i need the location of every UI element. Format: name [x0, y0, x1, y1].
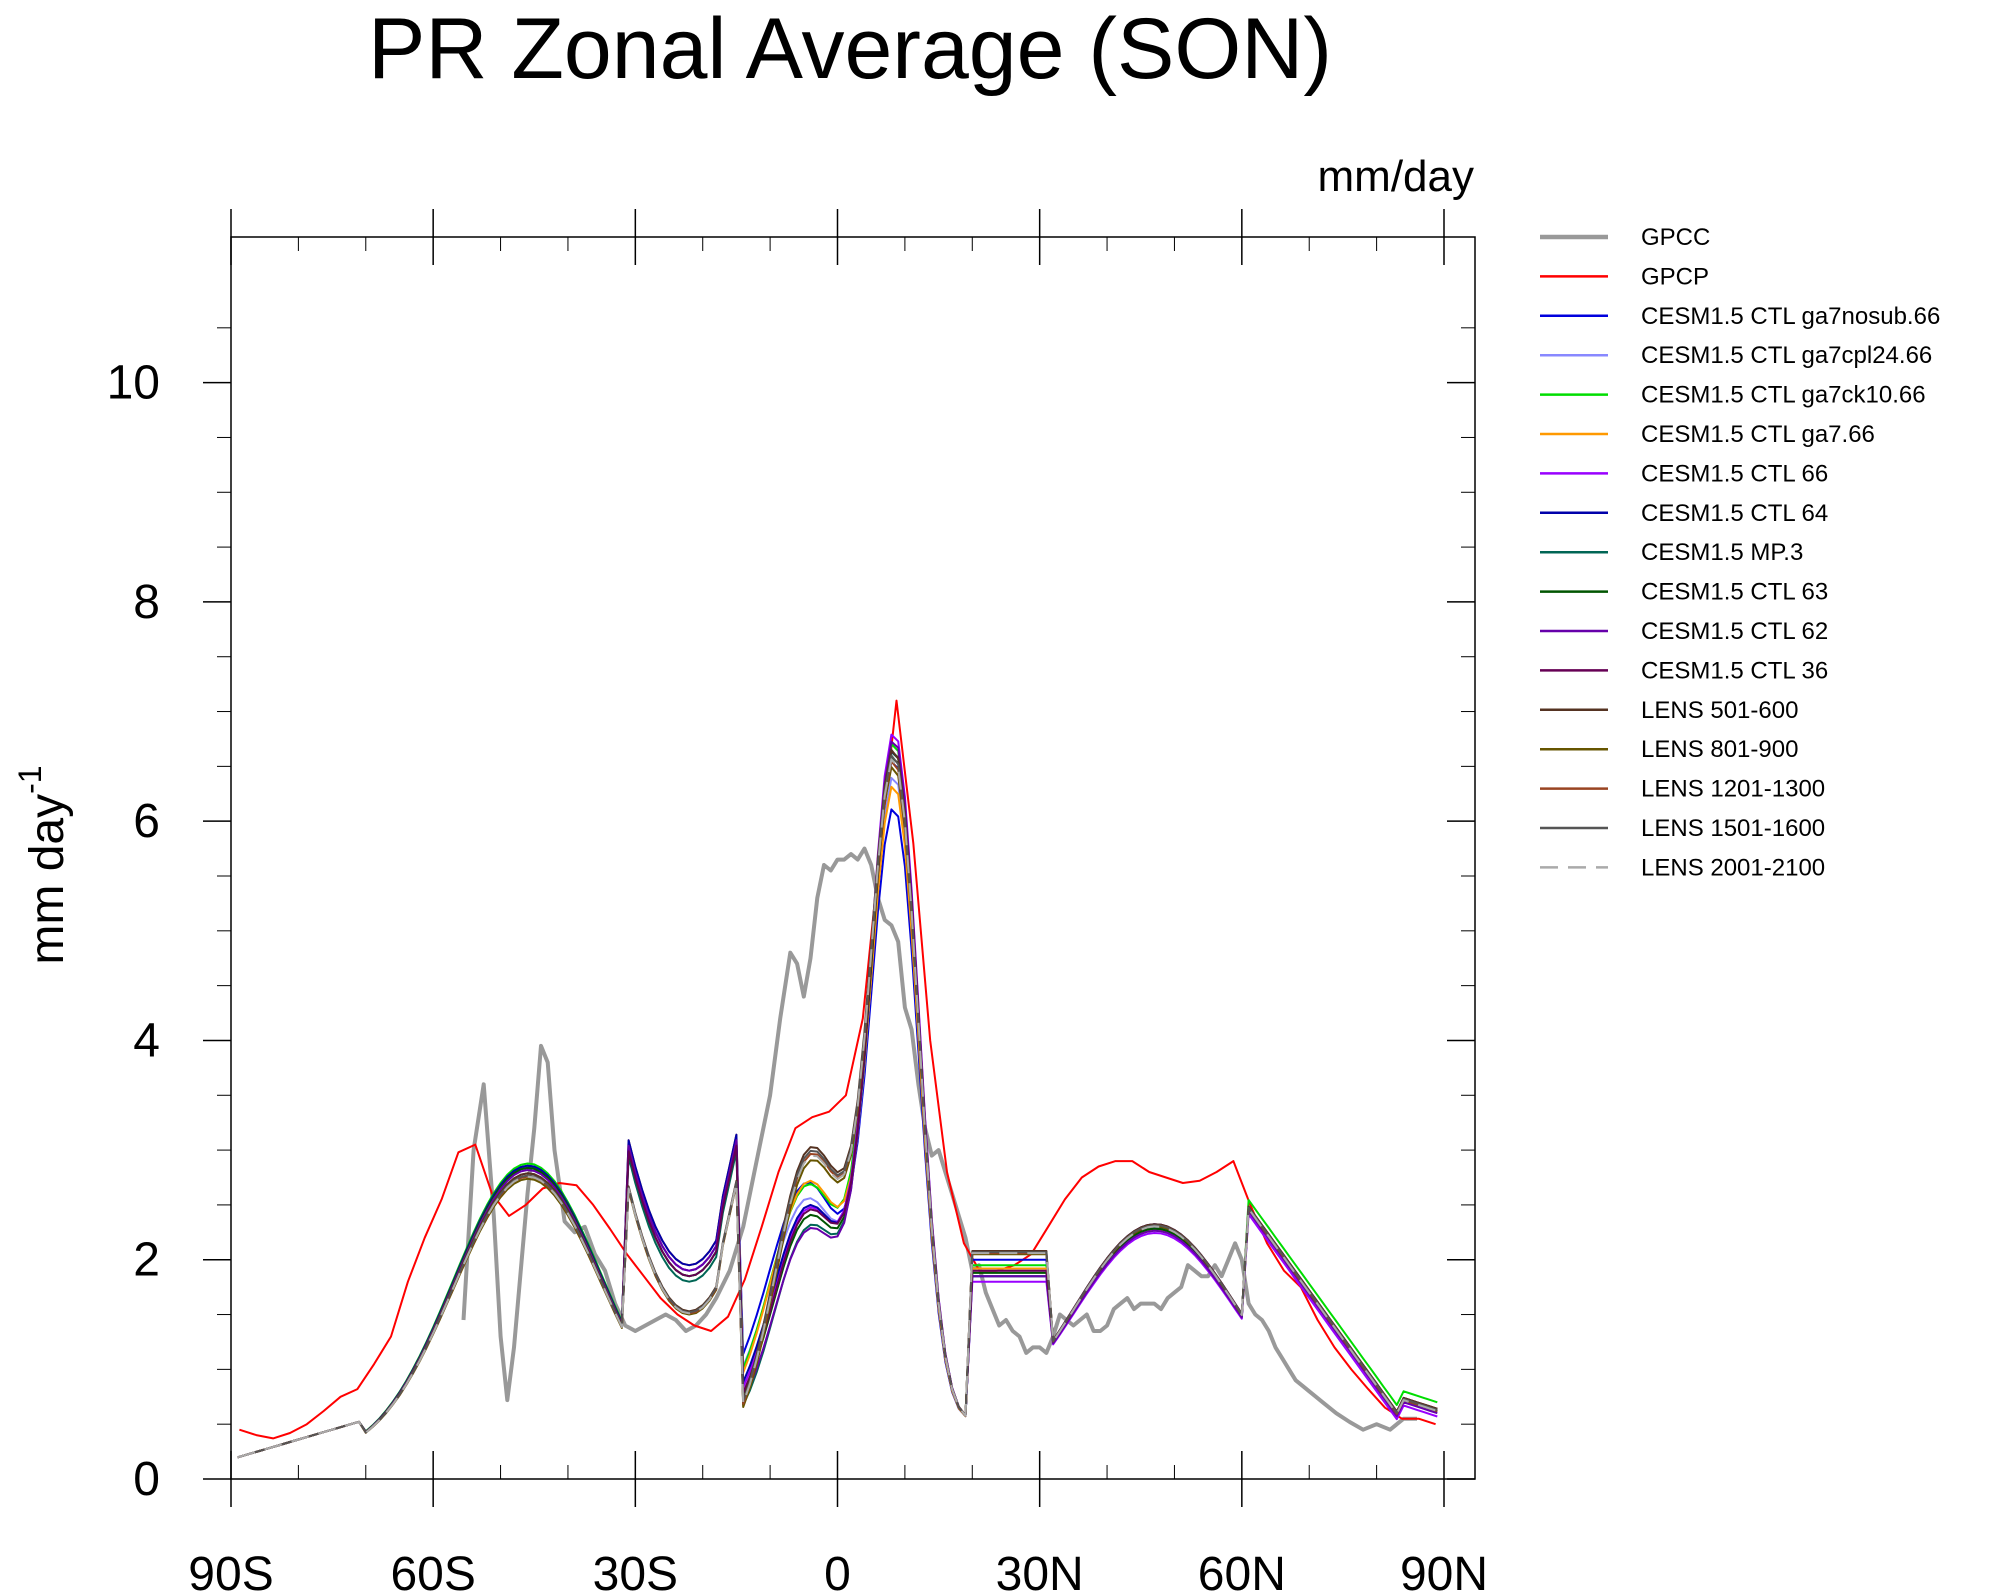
y-tick-label-0: 0: [133, 1453, 160, 1506]
series-line-1: [239, 699, 1436, 1440]
series-line-3: [237, 776, 1438, 1459]
legend-label-0: GPCC: [1641, 224, 1710, 251]
legend-label-9: CESM1.5 CTL 63: [1641, 579, 1828, 606]
x-tick-label-5: 60N: [1198, 1548, 1286, 1596]
series-line-4: [237, 742, 1438, 1459]
legend-label-15: LENS 1501-1600: [1641, 815, 1825, 842]
legend-label-5: CESM1.5 CTL ga7.66: [1641, 421, 1875, 448]
series-line-13: [237, 766, 1438, 1459]
y-tick-label-1: 2: [133, 1234, 160, 1287]
legend-label-12: LENS 501-600: [1641, 697, 1798, 724]
legend-label-4: CESM1.5 CTL ga7ck10.66: [1641, 382, 1926, 409]
series-line-10: [237, 740, 1438, 1459]
series-line-0: [461, 846, 1417, 1432]
legend-label-10: CESM1.5 CTL 62: [1641, 618, 1828, 645]
y-tick-label-4: 8: [133, 576, 160, 629]
chart-title: PR Zonal Average (SON): [368, 1, 1332, 97]
legend-label-8: CESM1.5 MP.3: [1641, 539, 1803, 566]
legend-label-3: CESM1.5 CTL ga7cpl24.66: [1641, 342, 1932, 369]
series-line-6: [237, 733, 1438, 1459]
y-axis-label: mm day-1: [12, 765, 74, 964]
legend: GPCC GPCP CESM1.5 CTL ga7nosub.66 CESM1.5 C…: [1540, 224, 1940, 881]
legend-label-11: CESM1.5 CTL 36: [1641, 657, 1828, 684]
x-tick-label-2: 30S: [593, 1548, 678, 1596]
series-line-15: [237, 754, 1438, 1459]
series-line-5: [237, 785, 1438, 1459]
series-line-16: [237, 758, 1438, 1459]
series-line-14: [237, 760, 1438, 1459]
legend-label-1: GPCP: [1641, 263, 1709, 290]
series-layer: [237, 699, 1438, 1459]
legend-label-2: CESM1.5 CTL ga7nosub.66: [1641, 303, 1940, 330]
y-tick-label-3: 6: [133, 795, 160, 848]
axes-layer: 90S 60S 30S 0 30N 60N 90N 0 2 4 6 8 10: [107, 209, 1488, 1596]
legend-label-13: LENS 801-900: [1641, 736, 1798, 763]
y-axis-label-main: mm day: [21, 794, 74, 965]
y-axis-label-superscript: -1: [12, 765, 48, 793]
y-tick-label-5: 10: [107, 357, 160, 410]
series-line-7: [237, 760, 1438, 1459]
plot-frame: [230, 236, 1476, 1480]
legend-label-6: CESM1.5 CTL 66: [1641, 460, 1828, 487]
x-tick-label-4: 30N: [996, 1548, 1084, 1596]
legend-label-16: LENS 2001-2100: [1641, 854, 1825, 881]
legend-label-14: LENS 1201-1300: [1641, 776, 1825, 803]
x-tick-label-3: 0: [824, 1548, 851, 1596]
y-tick-label-2: 4: [133, 1014, 160, 1067]
legend-label-7: CESM1.5 CTL 64: [1641, 500, 1828, 527]
x-tick-label-1: 60S: [390, 1548, 475, 1596]
units-label: mm/day: [1318, 152, 1474, 201]
x-tick-label-0: 90S: [188, 1548, 273, 1596]
x-tick-label-6: 90N: [1400, 1548, 1488, 1596]
